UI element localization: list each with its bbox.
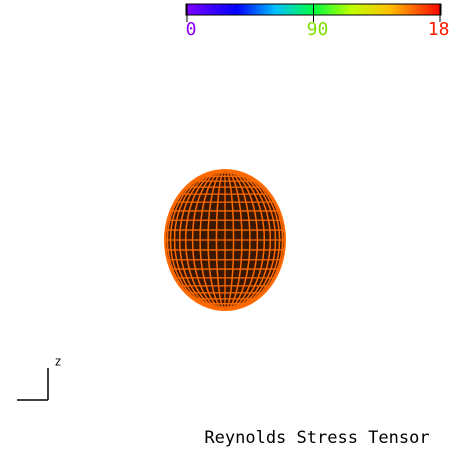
mesh-lon: [185, 170, 265, 310]
title: Reynolds Stress Tensor: [204, 428, 429, 448]
mesh-lon: [165, 170, 285, 310]
axis-label: z: [54, 355, 61, 369]
mesh-lon: [199, 170, 251, 310]
colorbar-tick-label: 180: [428, 19, 450, 40]
mesh-lon: [169, 170, 281, 310]
mesh-lon: [166, 170, 284, 310]
glyph-mesh: [165, 170, 285, 310]
mesh-lon: [207, 170, 243, 310]
tensor-glyph: [164, 169, 286, 311]
mesh-lon: [191, 170, 259, 310]
colorbar-tick-label: 0: [186, 19, 197, 40]
mesh-lon: [179, 170, 271, 310]
colorbar-tick-label: 90: [307, 19, 329, 40]
mesh-lon: [173, 170, 277, 310]
mesh-lon: [215, 170, 235, 310]
